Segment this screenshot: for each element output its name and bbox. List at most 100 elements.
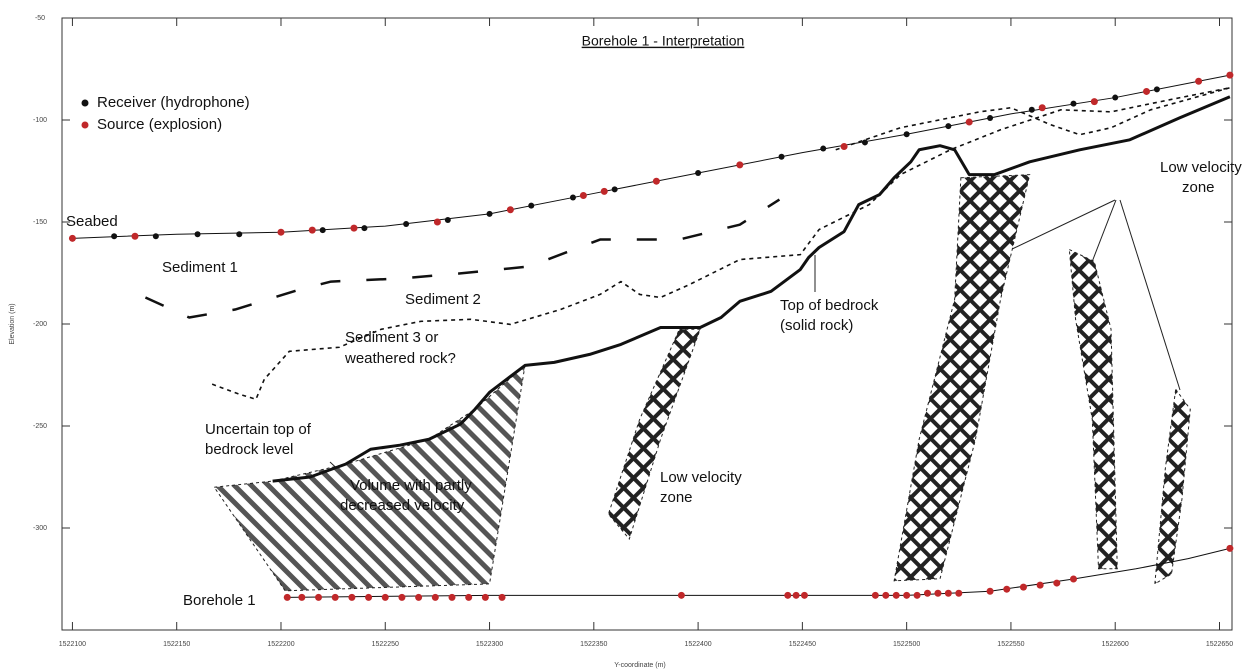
annotation: Sediment 3 or bbox=[345, 329, 438, 346]
point bbox=[779, 154, 785, 160]
annotation: Top of bedrock bbox=[780, 297, 879, 314]
point bbox=[820, 146, 826, 152]
point bbox=[1003, 586, 1010, 593]
point bbox=[1226, 72, 1233, 79]
point bbox=[1039, 104, 1046, 111]
x-tick-label: 1522450 bbox=[789, 641, 816, 648]
x-tick-label: 1522350 bbox=[580, 641, 607, 648]
annotation: Sediment 1 bbox=[162, 259, 238, 276]
zone bbox=[608, 329, 700, 539]
point bbox=[872, 592, 879, 599]
point bbox=[862, 139, 868, 145]
point bbox=[1053, 580, 1060, 587]
annotation: Seabed bbox=[66, 213, 118, 230]
y-tick-label: -150 bbox=[33, 219, 47, 226]
point bbox=[1037, 582, 1044, 589]
annotation: Volume with partly bbox=[350, 477, 472, 494]
point bbox=[1195, 78, 1202, 85]
x-tick-label: 1522300 bbox=[476, 641, 503, 648]
point bbox=[903, 592, 910, 599]
point bbox=[934, 590, 941, 597]
point bbox=[653, 178, 660, 185]
annotation: bedrock level bbox=[205, 441, 293, 458]
point bbox=[601, 188, 608, 195]
point bbox=[1226, 545, 1233, 552]
point bbox=[924, 590, 931, 597]
x-tick-label: 1522650 bbox=[1206, 641, 1233, 648]
point bbox=[736, 161, 743, 168]
point bbox=[350, 225, 357, 232]
x-tick-label: 1522150 bbox=[163, 641, 190, 648]
point bbox=[403, 221, 409, 227]
point bbox=[612, 186, 618, 192]
point bbox=[277, 229, 284, 236]
point bbox=[1112, 95, 1118, 101]
point bbox=[1070, 576, 1077, 583]
point bbox=[945, 123, 951, 129]
point bbox=[841, 143, 848, 150]
point bbox=[784, 592, 791, 599]
annotation: Borehole 1 bbox=[183, 592, 256, 609]
point bbox=[904, 131, 910, 137]
x-tick-label: 1522550 bbox=[997, 641, 1024, 648]
point bbox=[955, 590, 962, 597]
point bbox=[580, 192, 587, 199]
point bbox=[365, 594, 372, 601]
point bbox=[111, 233, 117, 239]
y-tick-label: -50 bbox=[35, 15, 45, 22]
point bbox=[398, 594, 405, 601]
x-tick-label: 1522500 bbox=[893, 641, 920, 648]
annotation: Sediment 2 bbox=[405, 291, 481, 308]
chart: Borehole 1 - Interpretation Y-coordinate… bbox=[0, 0, 1244, 670]
point bbox=[153, 233, 159, 239]
point bbox=[793, 592, 800, 599]
point bbox=[695, 170, 701, 176]
point bbox=[528, 203, 534, 209]
point bbox=[445, 217, 451, 223]
annotation: weathered rock? bbox=[344, 350, 456, 367]
point bbox=[1070, 101, 1076, 107]
point bbox=[69, 235, 76, 242]
annotation: (solid rock) bbox=[780, 317, 853, 334]
point bbox=[1154, 86, 1160, 92]
point bbox=[309, 227, 316, 234]
point bbox=[499, 594, 506, 601]
point bbox=[131, 233, 138, 240]
point bbox=[1143, 88, 1150, 95]
zone bbox=[1069, 250, 1117, 569]
point bbox=[1091, 98, 1098, 105]
point bbox=[570, 195, 576, 201]
point bbox=[914, 592, 921, 599]
y-tick-label: -250 bbox=[33, 423, 47, 430]
point bbox=[449, 594, 456, 601]
point bbox=[284, 594, 291, 601]
y-tick-label: -300 bbox=[33, 525, 47, 532]
legend-label: Receiver (hydrophone) bbox=[97, 94, 250, 111]
zone bbox=[894, 175, 1030, 581]
point bbox=[482, 594, 489, 601]
x-axis-label: Y-coordinate (m) bbox=[614, 662, 666, 669]
point bbox=[315, 594, 322, 601]
boundary-line bbox=[836, 88, 1230, 150]
point bbox=[320, 227, 326, 233]
annotation: zone bbox=[1182, 179, 1215, 196]
point bbox=[195, 231, 201, 237]
y-axis-label: Elevation (m) bbox=[9, 303, 16, 344]
point bbox=[801, 592, 808, 599]
page: {"chart_data": { "type": "section", "tit… bbox=[0, 0, 1244, 670]
point bbox=[465, 594, 472, 601]
legend-marker bbox=[82, 122, 89, 129]
point bbox=[382, 594, 389, 601]
y-tick-label: -200 bbox=[33, 321, 47, 328]
annotation: Uncertain top of bbox=[205, 421, 312, 438]
annotation: decreased velocity bbox=[340, 497, 465, 514]
point bbox=[432, 594, 439, 601]
point bbox=[361, 225, 367, 231]
chart-title: Borehole 1 - Interpretation bbox=[582, 33, 745, 49]
point bbox=[1020, 584, 1027, 591]
point bbox=[487, 211, 493, 217]
point bbox=[882, 592, 889, 599]
legend-label: Source (explosion) bbox=[97, 116, 222, 133]
point bbox=[507, 206, 514, 213]
point bbox=[678, 592, 685, 599]
